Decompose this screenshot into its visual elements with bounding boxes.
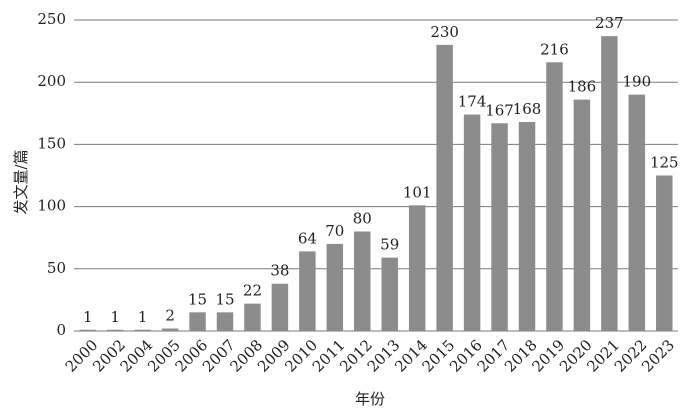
bar: [601, 36, 618, 332]
y-tick-label: 50: [47, 259, 66, 277]
y-axis-ticks: 0 50 100 150 200 250: [37, 10, 66, 339]
y-tick-label: 150: [37, 134, 66, 152]
bar: [546, 62, 563, 332]
bar: [106, 329, 124, 331]
bar-value-label: 237: [595, 14, 624, 32]
y-tick-label: 0: [56, 321, 66, 339]
bar: [518, 122, 536, 332]
bar-value-label: 230: [430, 23, 459, 41]
y-tick-label: 100: [37, 197, 66, 215]
bar: [354, 231, 371, 331]
bar-value-label: 1: [83, 308, 93, 326]
bar-value-label: 1: [110, 308, 120, 326]
bar: [436, 44, 453, 331]
bar: [463, 114, 481, 331]
bars: [79, 36, 673, 332]
bar-value-label: 186: [568, 78, 597, 96]
bar: [244, 303, 261, 331]
bar-value-label: 64: [298, 229, 317, 247]
bar-value-label: 38: [270, 262, 289, 280]
bar-value-label: 22: [243, 282, 262, 300]
bar: [491, 123, 508, 331]
bar: [271, 283, 289, 331]
bar: [134, 329, 151, 331]
bar-value-label: 216: [540, 40, 569, 58]
bar-value-label: 15: [188, 290, 207, 308]
bar: [381, 257, 398, 331]
bar: [326, 243, 344, 331]
bar-value-label: 125: [650, 154, 679, 172]
bar: [161, 328, 179, 331]
bar-value-label: 174: [458, 93, 487, 111]
bar-value-label: 2: [165, 307, 175, 325]
bar-value-label: 59: [380, 236, 399, 254]
bar: [299, 251, 316, 331]
bar-value-label: 168: [513, 100, 542, 118]
x-axis-ticks: 2000200220042005200620072008200920102011…: [62, 336, 678, 376]
bar-value-label: 167: [485, 101, 514, 119]
bar-value-label: 80: [353, 209, 372, 227]
y-tick-label: 200: [37, 72, 66, 90]
bar: [628, 94, 646, 331]
bar-value-label: 1: [138, 308, 148, 326]
bar: [656, 175, 673, 331]
x-tick-label: 2023: [638, 336, 678, 376]
x-axis-title: 年份: [355, 390, 385, 408]
bar: [408, 205, 426, 331]
bar: [216, 312, 234, 331]
y-tick-label: 250: [37, 10, 66, 28]
bar: [573, 99, 591, 331]
bar: [189, 312, 206, 331]
y-axis-title: 发文量/篇: [12, 149, 30, 214]
bar-value-label: 101: [403, 183, 432, 201]
bar-value-label: 70: [325, 222, 344, 240]
bar-value-label: 190: [622, 73, 651, 91]
bar-value-label: 15: [215, 290, 234, 308]
bar: [79, 329, 96, 331]
